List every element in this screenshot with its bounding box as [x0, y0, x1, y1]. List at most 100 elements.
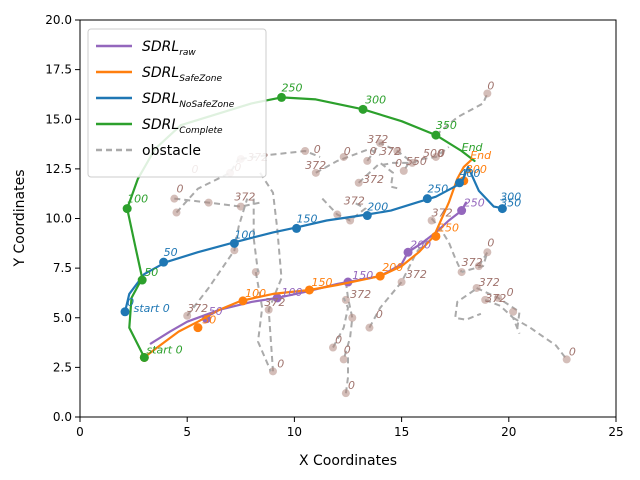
y-tick-label: 0.0: [53, 410, 72, 424]
obstacle-label: 0: [348, 379, 355, 392]
obstacle-marker: [170, 195, 178, 203]
safezone-label: 200: [382, 261, 403, 274]
legend-label-base: SDRL: [142, 39, 179, 55]
x-tick: 15: [394, 417, 409, 439]
x-tick: 0: [76, 417, 84, 439]
safezone-label: 150: [312, 276, 333, 289]
y-tick-label: 20.0: [45, 13, 72, 27]
obstacle-label: 0: [395, 157, 402, 170]
nosafezone-label: 100: [234, 228, 255, 241]
x-tick-label: 10: [287, 425, 302, 439]
complete-label: End: [462, 141, 484, 154]
obstacle-label: 0: [369, 145, 376, 158]
obstacle-marker: [172, 209, 180, 217]
obstacle-label: 372: [344, 195, 365, 208]
obstacle-label: 0: [487, 79, 494, 92]
legend-label-sub: raw: [179, 48, 196, 58]
y-tick: 20.0: [45, 13, 80, 27]
obstacle-label: 0: [438, 147, 445, 160]
nosafezone-label: 400: [459, 167, 480, 180]
y-tick: 2.5: [53, 360, 80, 374]
nosafezone-label: start 0: [134, 302, 170, 315]
legend-label-sub: Complete: [179, 126, 223, 136]
obstacle-label: 0: [344, 343, 351, 356]
obstacle-label: 0: [507, 286, 514, 299]
y-tick-label: 7.5: [53, 261, 72, 275]
obstacle-marker: [355, 179, 363, 187]
obstacle-label: 0: [344, 145, 351, 158]
obstacle-label: 372: [406, 268, 427, 281]
y-tick: 10.0: [45, 212, 80, 226]
obstacle-marker: [348, 314, 356, 322]
nosafezone-label: 50: [164, 246, 178, 259]
x-tick-label: 15: [394, 425, 409, 439]
nosafezone-label: 200: [367, 201, 388, 214]
obstacle-marker: [509, 308, 517, 316]
y-tick: 12.5: [45, 162, 80, 176]
obstacle-label: 372: [485, 292, 506, 305]
obstacle-label: 372: [432, 207, 453, 220]
y-tick: 0.0: [53, 410, 80, 424]
legend-label-base: SDRL: [142, 117, 179, 133]
x-tick-label: 5: [183, 425, 191, 439]
x-axis-ticks: 0 5 10 15 20 25: [76, 417, 623, 439]
y-tick: 17.5: [45, 63, 80, 77]
safezone-marker: [193, 323, 202, 332]
nosafezone-label: 150: [297, 212, 318, 225]
obstacle-marker: [342, 296, 350, 304]
nosafezone-label: 250: [427, 183, 448, 196]
obstacle-label: 0: [335, 334, 342, 347]
raw-label: 100: [282, 286, 303, 299]
safezone-label: 50: [202, 314, 216, 327]
obstacle-label: 372: [363, 173, 384, 186]
y-axis-ticks: 0.0 2.5 5.0 7.5 10.0 12.5 15.0 17.5 20.0: [45, 13, 80, 424]
complete-label: 300: [365, 93, 386, 106]
obstacle-label: 0: [376, 308, 383, 321]
obstacle-label: 0: [569, 345, 576, 358]
y-tick-label: 10.0: [45, 212, 72, 226]
obstacle-label: 372: [305, 159, 326, 172]
obstacle-marker: [340, 355, 348, 363]
obstacle-label: 372: [479, 276, 500, 289]
obstacle-label: 0: [487, 236, 494, 249]
obstacle-label: 0: [277, 357, 284, 370]
y-tick-label: 12.5: [45, 162, 72, 176]
x-tick: 25: [608, 417, 623, 439]
obstacle-marker: [483, 248, 491, 256]
y-tick-label: 2.5: [53, 360, 72, 374]
obstacle-marker: [398, 278, 406, 286]
safezone-label: 100: [245, 287, 266, 300]
obstacle-marker: [205, 199, 213, 207]
obstacle-marker: [365, 324, 373, 332]
legend-label-base: SDRL: [142, 65, 179, 81]
y-tick: 5.0: [53, 311, 80, 325]
legend-label: obstacle: [142, 143, 201, 159]
x-tick: 10: [287, 417, 302, 439]
legend-label-sub: NoSafeZone: [179, 100, 235, 110]
obstacle-label: 372: [350, 288, 371, 301]
y-tick: 15.0: [45, 112, 80, 126]
x-tick: 20: [501, 417, 516, 439]
raw-label: 200: [410, 238, 431, 251]
complete-label: 250: [282, 81, 303, 94]
obstacle-marker: [333, 211, 341, 219]
safezone-label: 250: [438, 221, 459, 234]
obstacle-label: 0: [314, 143, 321, 156]
complete-label: start 0: [146, 343, 182, 356]
x-tick-label: 20: [501, 425, 516, 439]
x-tick-label: 0: [76, 425, 84, 439]
complete-label: 100: [127, 193, 148, 206]
obstacle-marker: [301, 147, 309, 155]
y-tick-label: 5.0: [53, 311, 72, 325]
y-tick-label: 15.0: [45, 112, 72, 126]
legend: SDRLrawSDRLSafeZoneSDRLNoSafeZoneSDRLCom…: [88, 29, 266, 177]
x-axis-label: X Coordinates: [299, 453, 397, 469]
trajectory-chart: 0372003723720372037203723720000372372372…: [0, 0, 640, 480]
legend-label-base: SDRL: [142, 91, 179, 107]
y-tick: 7.5: [53, 261, 80, 275]
complete-label: 50: [144, 266, 158, 279]
x-tick-label: 25: [608, 425, 623, 439]
raw-label: 150: [352, 269, 373, 282]
obstacle-label: 372: [462, 256, 483, 269]
legend-label-sub: SafeZone: [179, 74, 222, 84]
